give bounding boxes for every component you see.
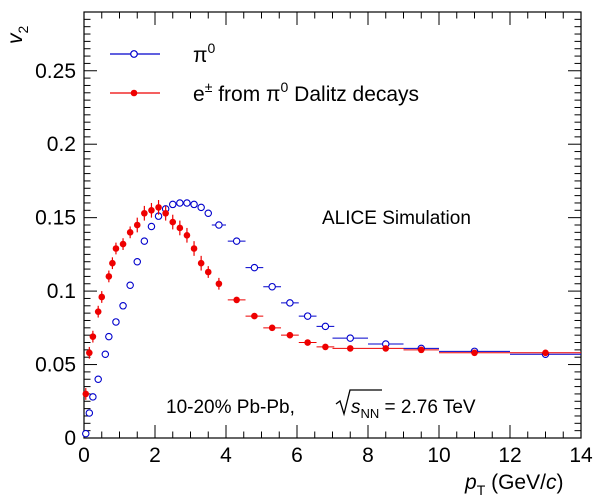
- data-point: [94, 308, 102, 315]
- data-point: [126, 229, 134, 236]
- data-point: [197, 259, 205, 267]
- data-point: [346, 345, 354, 352]
- legend-label-dalitz: e± from π0 Dalitz decays: [193, 79, 419, 106]
- data-point: [190, 200, 198, 209]
- data-point: [155, 204, 162, 211]
- data-point: [232, 237, 241, 245]
- data-point: [176, 224, 184, 232]
- y-tick-label: 0: [64, 427, 76, 450]
- data-point: [169, 218, 177, 226]
- data-point: [346, 334, 354, 342]
- legend-marker-open-circle: [130, 50, 138, 58]
- data-point: [82, 390, 90, 398]
- annotation-system-prefix: 10-20% Pb-Pb,: [166, 397, 295, 418]
- data-point: [112, 245, 120, 252]
- data-point: [204, 209, 213, 217]
- y-tick-label: 0.05: [35, 354, 76, 377]
- data-point: [126, 281, 134, 289]
- data-point: [112, 318, 120, 326]
- data-point: [286, 299, 294, 307]
- svg-text:sNN = 2.76 TeV: sNN = 2.76 TeV: [351, 397, 476, 421]
- x-tick-label: 12: [498, 444, 521, 467]
- data-point: [169, 200, 177, 209]
- data-point: [268, 282, 276, 291]
- y-tick-label: 0.2: [47, 133, 76, 156]
- data-point: [183, 231, 191, 239]
- data-point: [268, 324, 276, 332]
- data-point: [141, 209, 148, 217]
- data-point: [176, 199, 184, 207]
- data-point: [162, 209, 169, 217]
- data-point: [105, 332, 113, 341]
- data-point: [105, 273, 113, 280]
- y-axis-label: v2: [4, 26, 31, 45]
- data-point: [251, 312, 258, 320]
- annotation-system-suffix: = 2.76 TeV: [379, 397, 476, 418]
- data-point: [89, 393, 97, 401]
- data-point: [304, 339, 311, 346]
- data-point: [147, 222, 156, 231]
- legend-label-pi0: π0: [193, 40, 216, 67]
- data-point: [109, 259, 116, 267]
- data-point: [133, 257, 142, 266]
- data-point: [148, 207, 155, 214]
- data-point: [190, 245, 198, 252]
- data-point: [94, 375, 102, 383]
- x-axis-label: pT (GeV/c): [464, 471, 563, 495]
- data-point: [233, 296, 240, 304]
- series-layer: [82, 199, 581, 438]
- data-point: [321, 322, 330, 331]
- legend: π0 e± from π0 Dalitz decays: [110, 40, 419, 106]
- data-point: [98, 293, 106, 301]
- legend-entry-dalitz: e± from π0 Dalitz decays: [110, 79, 419, 106]
- legend-entry-pi0: π0: [110, 40, 216, 67]
- data-point: [140, 237, 149, 245]
- data-point: [85, 409, 94, 417]
- data-point: [119, 302, 127, 310]
- x-tick-label: 8: [362, 444, 374, 467]
- data-point: [382, 345, 390, 352]
- data-point: [471, 349, 478, 357]
- data-point: [133, 221, 141, 229]
- data-point: [183, 199, 191, 207]
- data-point: [215, 280, 223, 288]
- annotation-alice-simulation: ALICE Simulation: [322, 208, 471, 229]
- data-point: [89, 333, 97, 340]
- x-tick-label: 6: [291, 444, 303, 467]
- data-point: [417, 346, 425, 354]
- legend-marker-filled-circle: [130, 89, 138, 97]
- x-tick-label: 4: [220, 444, 232, 467]
- svg-text:10-20% Pb-Pb,: 10-20% Pb-Pb,: [166, 397, 295, 418]
- data-point: [119, 240, 127, 248]
- series-dalitz-electrons: [82, 200, 581, 400]
- data-point: [82, 429, 90, 438]
- x-tick-label: 10: [427, 444, 450, 467]
- y-tick-label: 0.25: [35, 60, 76, 83]
- series-pi0: [82, 199, 581, 438]
- data-point: [101, 350, 110, 359]
- data-point: [542, 349, 549, 357]
- data-point: [250, 263, 259, 272]
- annotation-system: 10-20% Pb-Pb, sNN = 2.76 TeV: [166, 389, 476, 421]
- y-tick-label: 0.1: [47, 280, 76, 303]
- annotation-system-s: s: [351, 397, 361, 418]
- data-point: [86, 349, 93, 357]
- data-point: [197, 203, 205, 212]
- data-point: [286, 331, 294, 339]
- data-point: [303, 312, 312, 320]
- data-point: [322, 343, 329, 351]
- x-tick-label: 2: [149, 444, 161, 467]
- axis-ticks: 0 2 4 6 8 10 12 14 0 0.05 0.1 0.15 0.2 0.25: [35, 11, 593, 467]
- x-tick-label: 14: [569, 444, 593, 467]
- x-tick-label: 0: [78, 444, 90, 467]
- annotation-system-sub: NN: [361, 406, 380, 421]
- y-tick-label: 0.15: [35, 207, 76, 230]
- sqrt-sign: [335, 389, 382, 417]
- data-point: [215, 221, 223, 229]
- data-point: [204, 268, 212, 276]
